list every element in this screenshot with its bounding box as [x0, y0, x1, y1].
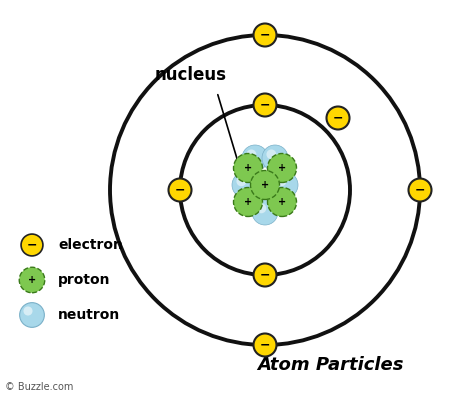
Text: −: −	[260, 28, 270, 42]
Text: +: +	[244, 197, 252, 207]
Circle shape	[266, 150, 276, 159]
Circle shape	[20, 303, 45, 327]
Circle shape	[23, 306, 32, 316]
Circle shape	[234, 188, 262, 216]
Circle shape	[21, 234, 43, 256]
Text: −: −	[27, 238, 37, 252]
Circle shape	[272, 172, 298, 198]
Circle shape	[262, 145, 288, 171]
Circle shape	[252, 199, 278, 225]
Circle shape	[409, 178, 432, 202]
Text: +: +	[278, 163, 286, 173]
Text: proton: proton	[58, 273, 111, 287]
Circle shape	[253, 24, 276, 46]
Text: +: +	[261, 180, 269, 190]
Text: −: −	[175, 184, 185, 196]
Text: +: +	[28, 275, 36, 285]
Text: −: −	[260, 268, 270, 282]
Text: −: −	[333, 112, 343, 124]
Circle shape	[251, 170, 279, 200]
Text: −: −	[260, 338, 270, 352]
Circle shape	[267, 154, 297, 182]
Circle shape	[253, 334, 276, 356]
Circle shape	[253, 94, 276, 116]
Circle shape	[232, 172, 258, 198]
Circle shape	[327, 106, 350, 130]
Text: −: −	[415, 184, 425, 196]
Circle shape	[256, 204, 266, 213]
Circle shape	[276, 176, 286, 186]
Text: +: +	[244, 163, 252, 173]
Circle shape	[253, 264, 276, 286]
Text: © Buzzle.com: © Buzzle.com	[5, 382, 73, 392]
Text: Atom Particles: Atom Particles	[257, 356, 403, 374]
Circle shape	[242, 145, 268, 171]
Text: nucleus: nucleus	[155, 66, 227, 84]
Text: −: −	[260, 98, 270, 112]
Text: neutron: neutron	[58, 308, 120, 322]
Circle shape	[168, 178, 192, 202]
Circle shape	[234, 154, 262, 182]
Circle shape	[19, 267, 45, 293]
Circle shape	[247, 150, 256, 159]
Circle shape	[267, 188, 297, 216]
Circle shape	[236, 176, 246, 186]
Text: electron: electron	[58, 238, 123, 252]
Text: +: +	[278, 197, 286, 207]
